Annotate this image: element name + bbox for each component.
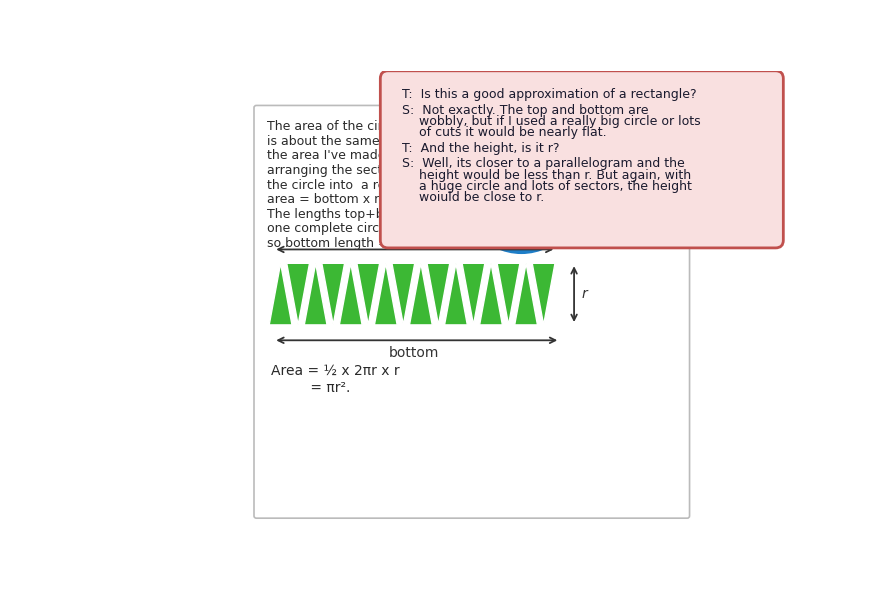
Text: the circle into  a rectangle: the circle into a rectangle [267,179,432,192]
Text: Area = ½ x 2πr x r: Area = ½ x 2πr x r [271,363,400,378]
Polygon shape [357,263,380,325]
Text: wobbly, but if I used a really big circle or lots: wobbly, but if I used a really big circl… [419,114,701,127]
Text: woiuld be close to r.: woiuld be close to r. [419,191,544,204]
FancyBboxPatch shape [254,106,689,518]
Text: S:  Not exactly. The top and bottom are: S: Not exactly. The top and bottom are [402,103,649,117]
Text: r: r [517,169,523,185]
Polygon shape [480,263,503,325]
FancyBboxPatch shape [381,71,783,248]
Text: a huge circle and lots of sectors, the height: a huge circle and lots of sectors, the h… [419,180,692,193]
Polygon shape [532,263,555,325]
Polygon shape [515,263,537,325]
Polygon shape [269,263,292,325]
Text: T:  And the height, is it r?: T: And the height, is it r? [402,142,559,155]
Text: of cuts it would be nearly flat.: of cuts it would be nearly flat. [419,126,607,139]
Text: r: r [581,287,588,301]
Polygon shape [444,263,467,325]
Polygon shape [413,76,442,79]
Text: = πr².: = πr². [271,381,350,395]
Polygon shape [392,263,415,325]
Text: arranging the sectors of: arranging the sectors of [267,164,418,177]
Text: so bottom length = ½ x 2πr: so bottom length = ½ x 2πr [267,237,441,250]
Text: T:  Is this a good approximation of a rectangle?: T: Is this a good approximation of a rec… [402,88,696,101]
Polygon shape [304,263,327,325]
Text: is about the same as: is about the same as [267,135,398,148]
Polygon shape [497,263,519,325]
Text: one complete circumference: one complete circumference [267,222,447,235]
Text: height would be less than r. But again, with: height would be less than r. But again, … [419,169,691,182]
Text: top: top [403,230,426,243]
Ellipse shape [451,88,591,254]
Polygon shape [287,263,310,325]
Text: The lengths top+bottom are: The lengths top+bottom are [267,208,445,221]
Text: area = bottom x r: area = bottom x r [267,194,380,206]
Text: bottom: bottom [389,346,440,360]
Text: The area of the circle: The area of the circle [267,120,401,133]
Text: the area I've made by: the area I've made by [267,149,405,162]
Polygon shape [322,263,344,325]
Polygon shape [410,263,432,325]
Polygon shape [412,78,527,232]
Text: S:  Well, its closer to a parallelogram and the: S: Well, its closer to a parallelogram a… [402,158,685,171]
Polygon shape [339,263,362,325]
Polygon shape [374,263,397,325]
Polygon shape [462,263,485,325]
Polygon shape [427,263,450,325]
